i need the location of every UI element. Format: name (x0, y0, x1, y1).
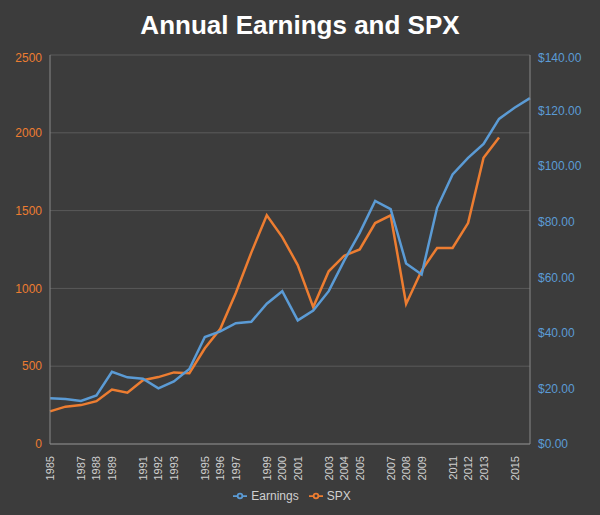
svg-text:1997: 1997 (230, 456, 242, 480)
svg-text:2012: 2012 (462, 456, 474, 480)
svg-text:$0.00: $0.00 (538, 437, 568, 451)
svg-text:$140.00: $140.00 (538, 51, 582, 65)
svg-text:500: 500 (22, 359, 42, 373)
svg-text:$100.00: $100.00 (538, 159, 582, 173)
svg-text:1000: 1000 (15, 282, 42, 296)
svg-text:1988: 1988 (90, 456, 102, 480)
svg-text:2003: 2003 (323, 456, 335, 480)
svg-text:1987: 1987 (75, 456, 87, 480)
svg-text:1995: 1995 (199, 456, 211, 480)
svg-text:1996: 1996 (214, 456, 226, 480)
html-text:SPX: SPX (326, 489, 351, 503)
svg-text:$20.00: $20.00 (538, 382, 575, 396)
svg-text:1991: 1991 (137, 456, 149, 480)
svg-text:$120.00: $120.00 (538, 104, 582, 118)
svg-text:$40.00: $40.00 (538, 326, 575, 340)
svg-text:1992: 1992 (152, 456, 164, 480)
svg-text:1993: 1993 (168, 456, 180, 480)
svg-text:2000: 2000 (15, 126, 42, 140)
svg-text:1500: 1500 (15, 204, 42, 218)
svg-text:2004: 2004 (338, 456, 350, 480)
svg-text:2008: 2008 (400, 456, 412, 480)
svg-text:2000: 2000 (276, 456, 288, 480)
svg-text:2001: 2001 (292, 456, 304, 480)
svg-text:2013: 2013 (478, 456, 490, 480)
svg-text:$60.00: $60.00 (538, 271, 575, 285)
svg-text:2007: 2007 (385, 456, 397, 480)
svg-text:2005: 2005 (354, 456, 366, 480)
svg-text:$80.00: $80.00 (538, 215, 575, 229)
svg-text:2011: 2011 (447, 456, 459, 480)
svg-text:1989: 1989 (106, 456, 118, 480)
html-text:Earnings: Earnings (251, 489, 299, 503)
svg-text:2015: 2015 (509, 456, 521, 480)
svg-text:1999: 1999 (261, 456, 273, 480)
svg-text:0: 0 (35, 437, 42, 451)
svg-text:1985: 1985 (44, 456, 56, 480)
html-text:Annual Earnings and SPX: Annual Earnings and SPX (140, 10, 460, 40)
svg-text:2009: 2009 (416, 456, 428, 480)
svg-text:2500: 2500 (15, 51, 42, 65)
